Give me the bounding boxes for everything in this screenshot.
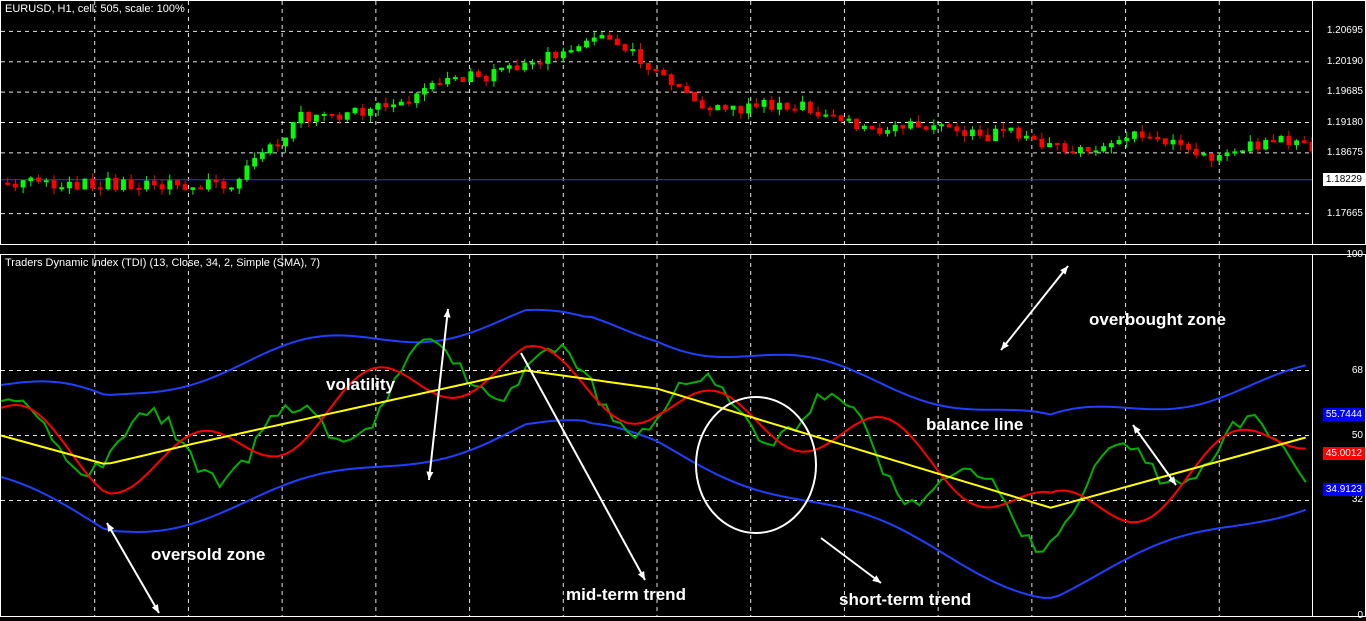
chart-annotation: overbought zone <box>1089 310 1226 330</box>
indicator-title: Traders Dynamic Index (TDI) (13, Close, … <box>5 257 320 269</box>
indicator-y-tick: 0 <box>1357 610 1363 621</box>
price-y-tick: 1.19685 <box>1327 86 1363 97</box>
chart-annotation: balance line <box>926 415 1023 435</box>
price-chart-svg <box>1 1 1366 246</box>
chart-annotation: volatility <box>326 375 395 395</box>
indicator-y-axis: 100685032055.744445.001234.9123 <box>1312 255 1365 616</box>
indicator-y-tick: 50 <box>1352 430 1363 441</box>
indicator-y-tick: 68 <box>1352 365 1363 376</box>
price-y-tick: 1.17665 <box>1327 208 1363 219</box>
price-y-tick: 1.18675 <box>1327 147 1363 158</box>
price-y-tick: 1.20190 <box>1327 56 1363 67</box>
indicator-side-marker: 55.7444 <box>1323 408 1365 421</box>
indicator-side-marker: 34.9123 <box>1323 483 1365 496</box>
chart-annotation: mid-term trend <box>566 585 686 605</box>
chart-annotation: oversold zone <box>151 545 265 565</box>
price-marker: 1.18229 <box>1323 173 1365 186</box>
indicator-panel: Traders Dynamic Index (TDI) (13, Close, … <box>0 254 1366 617</box>
price-y-tick: 1.20695 <box>1327 25 1363 36</box>
indicator-side-marker: 45.0012 <box>1323 447 1365 460</box>
indicator-y-tick: 100 <box>1346 249 1363 260</box>
price-y-tick: 1.19180 <box>1327 117 1363 128</box>
price-y-axis: 1.20695 1.20190 1.19685 1.19180 1.18675 1.176… <box>1312 1 1365 244</box>
price-chart-title: EURUSD, H1, cell: 505, scale: 100% <box>5 3 185 15</box>
price-chart-panel: EURUSD, H1, cell: 505, scale: 100% 1.206… <box>0 0 1366 245</box>
indicator-y-tick: 32 <box>1352 494 1363 505</box>
chart-annotation: short-term trend <box>839 590 971 610</box>
